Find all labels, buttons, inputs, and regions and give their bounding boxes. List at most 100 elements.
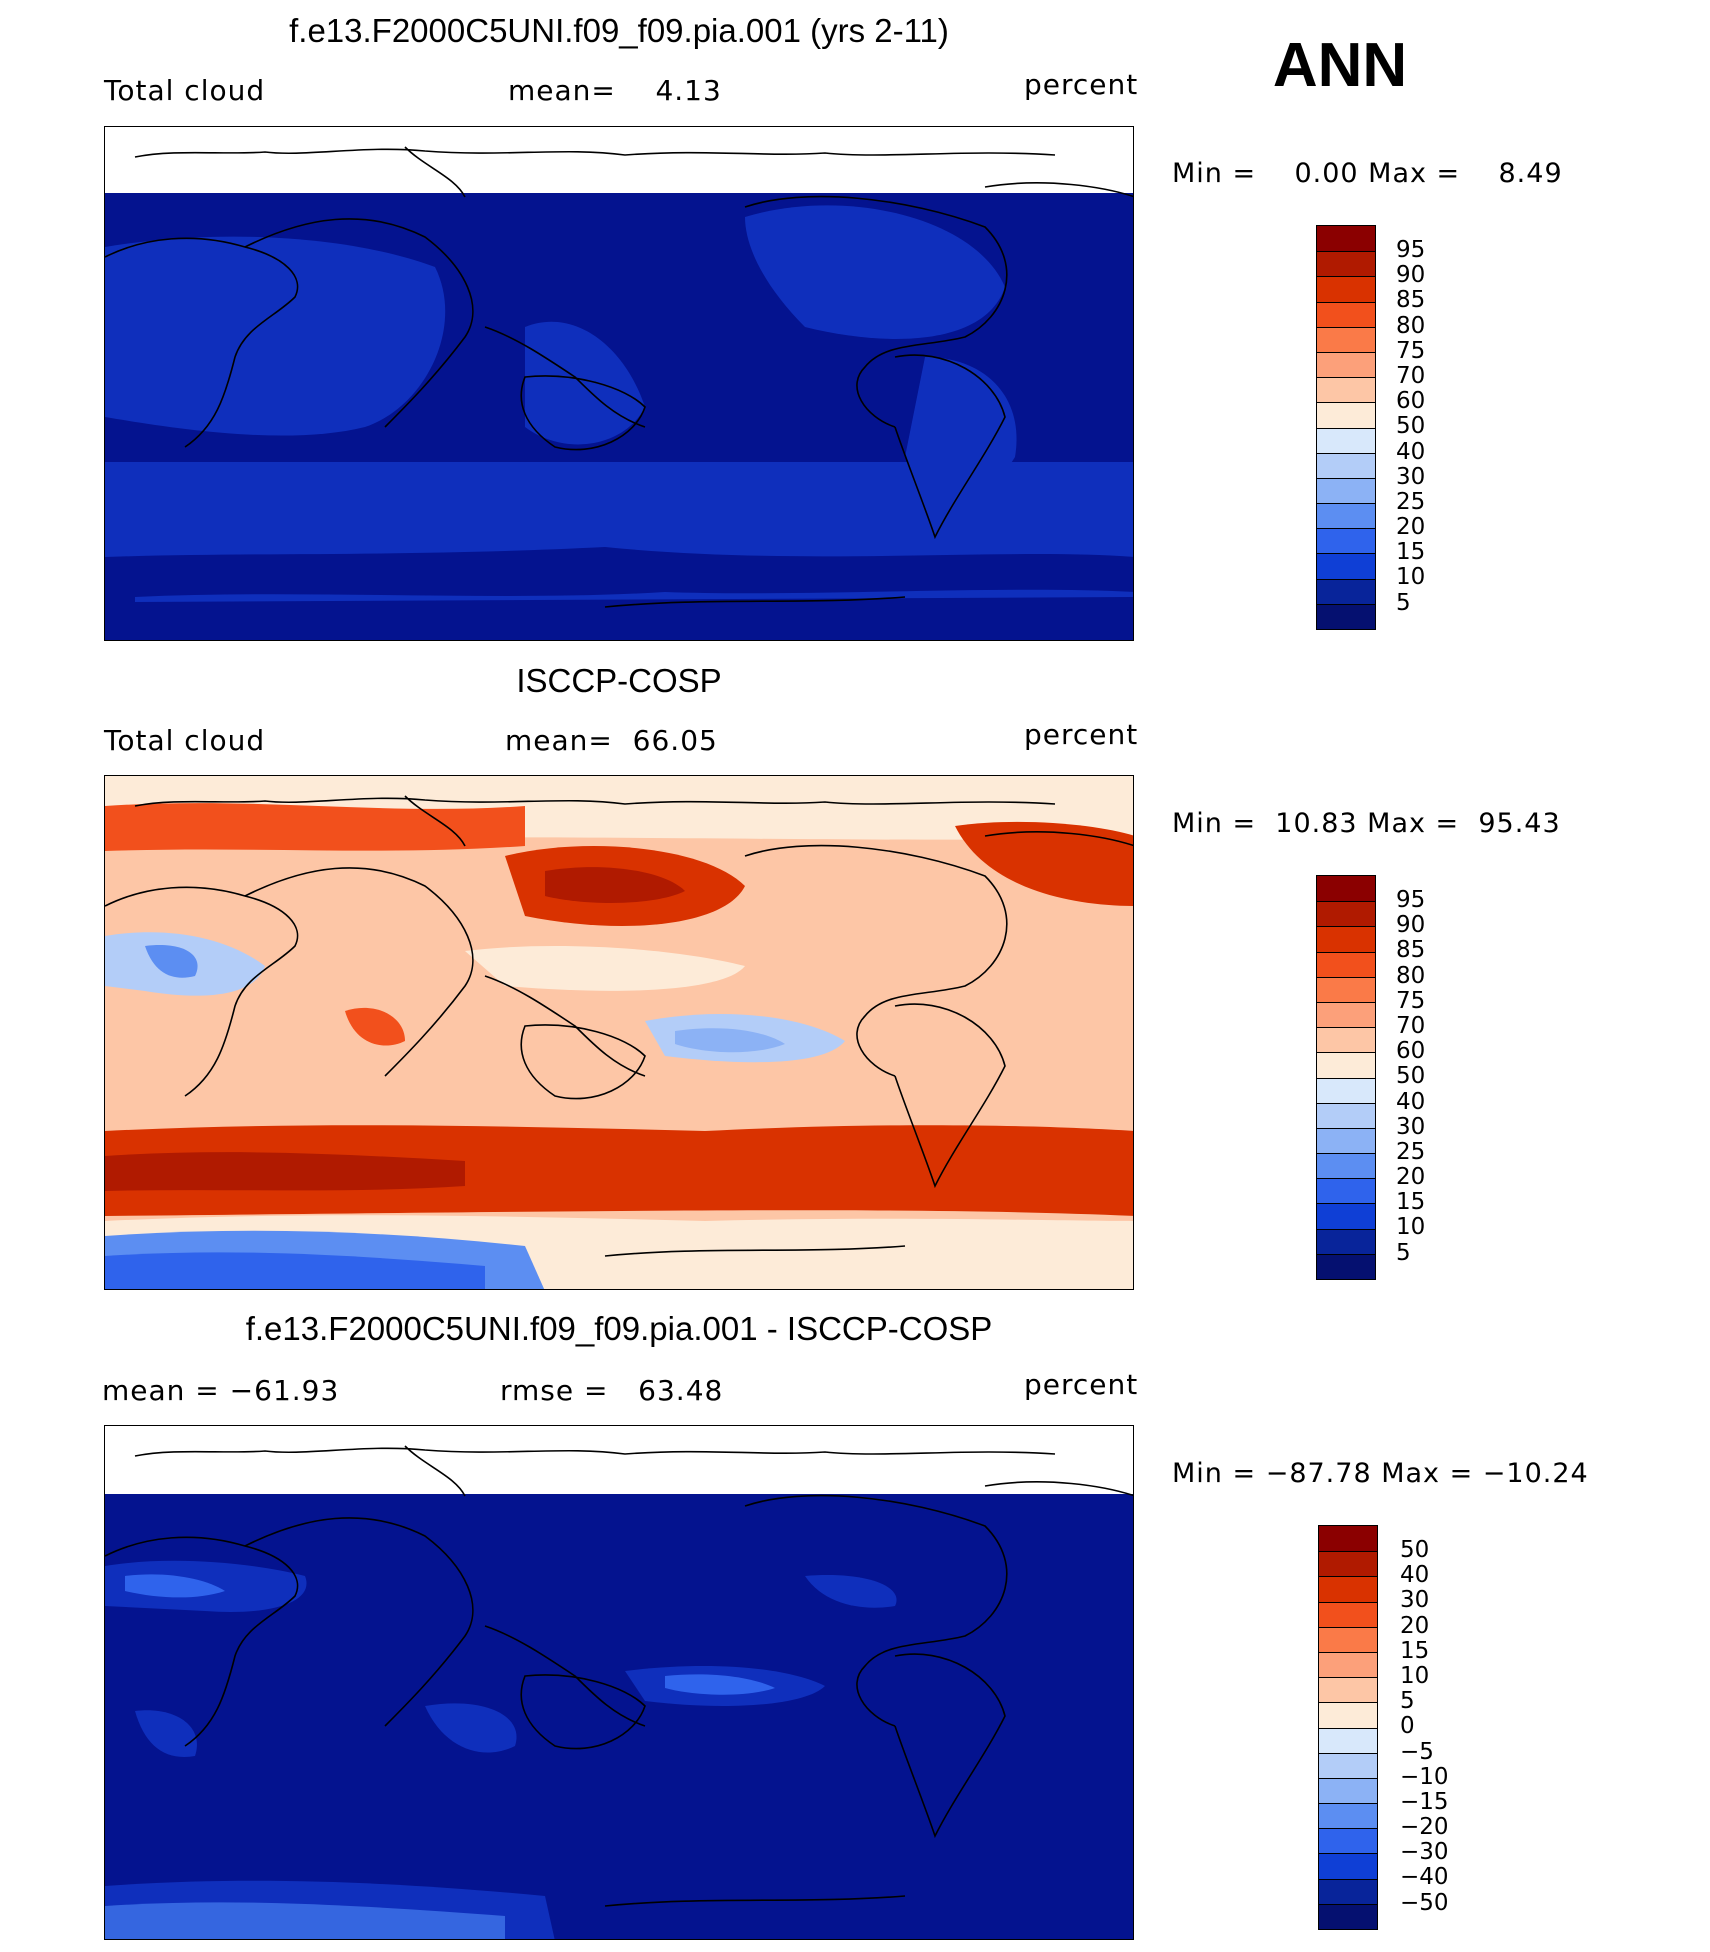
panel1-antarctic-edge bbox=[135, 589, 1133, 602]
panel3-caribbean-diff bbox=[805, 1575, 897, 1608]
panel3-safrica-diff bbox=[135, 1710, 197, 1757]
colorbar-segment bbox=[1319, 1651, 1377, 1678]
colorbar-segment bbox=[1317, 377, 1375, 403]
colorbar-tick-label: 30 bbox=[1396, 1113, 1426, 1140]
panel3-contour-field bbox=[105, 1426, 1133, 1939]
colorbar-segment bbox=[1317, 1001, 1375, 1028]
colorbar-tick-label: 15 bbox=[1400, 1637, 1430, 1664]
colorbar-tick-label: 10 bbox=[1400, 1662, 1430, 1689]
colorbar-segment bbox=[1317, 402, 1375, 428]
colorbar-segment bbox=[1317, 926, 1375, 952]
colorbar-tick-label: 80 bbox=[1396, 962, 1426, 989]
colorbar-tick-label: 40 bbox=[1396, 438, 1426, 465]
colorbar-segment bbox=[1317, 951, 1375, 977]
panel3-antarctic-core bbox=[105, 1902, 505, 1939]
panel2-colorbar-labels: 95 90 85 80 75 70 60 50 40 30 25 20 15 10 5 bbox=[1396, 887, 1426, 1266]
panel1-samerica-shade bbox=[905, 357, 1017, 495]
panel1-colorbar-labels: 95 90 85 80 75 70 60 50 40 30 25 20 15 10 5 bbox=[1396, 237, 1426, 616]
colorbar-tick-label: −30 bbox=[1400, 1839, 1449, 1866]
colorbar-segment bbox=[1317, 528, 1375, 554]
colorbar-tick-label: 50 bbox=[1396, 413, 1426, 440]
colorbar-segment bbox=[1319, 1601, 1377, 1627]
colorbar-segment bbox=[1317, 1052, 1375, 1078]
colorbar-segment bbox=[1317, 1027, 1375, 1053]
colorbar-tick-label: 10 bbox=[1396, 564, 1426, 591]
panel3-spacific-core bbox=[665, 1674, 775, 1695]
colorbar-segment bbox=[1319, 1752, 1377, 1778]
panel1-missing-polar bbox=[105, 127, 1133, 193]
panel2-antarctic-min bbox=[105, 1252, 485, 1289]
panel1-mean-label: mean= 4.13 bbox=[508, 74, 722, 107]
colorbar-tick-label: 40 bbox=[1396, 1088, 1426, 1115]
colorbar-segment bbox=[1317, 603, 1375, 629]
colorbar-segment bbox=[1319, 1702, 1377, 1728]
panel3-coastlines bbox=[105, 1445, 1133, 1907]
colorbar-tick-label: 5 bbox=[1396, 589, 1411, 616]
colorbar-segment bbox=[1319, 1828, 1377, 1854]
panel1-contour-field bbox=[105, 127, 1133, 640]
panel2-southern-max bbox=[105, 1152, 465, 1191]
panel2-mean-label: mean= 66.05 bbox=[505, 724, 718, 757]
colorbar-tick-label: 10 bbox=[1396, 1214, 1426, 1241]
colorbar-segment bbox=[1319, 1903, 1377, 1929]
panel2-coastlines bbox=[105, 795, 1133, 1257]
colorbar-tick-label: 20 bbox=[1396, 1164, 1426, 1191]
colorbar-tick-label: 25 bbox=[1396, 1138, 1426, 1165]
colorbar-tick-label: 85 bbox=[1396, 287, 1426, 314]
colorbar-tick-label: 85 bbox=[1396, 937, 1426, 964]
colorbar-tick-label: 80 bbox=[1396, 312, 1426, 339]
panel2-min-max: Min = 10.83 Max = 95.43 bbox=[1172, 808, 1561, 839]
panel2-variable-label: Total cloud bbox=[104, 724, 266, 757]
colorbar-tick-label: 75 bbox=[1396, 987, 1426, 1014]
colorbar-segment bbox=[1317, 876, 1375, 902]
panel2-indonesia-high bbox=[345, 1007, 405, 1046]
colorbar-tick-label: 30 bbox=[1400, 1587, 1430, 1614]
panel1-southern-band bbox=[105, 462, 1133, 557]
panel1-coastlines bbox=[105, 146, 1133, 608]
panel2-colorbar bbox=[1316, 875, 1376, 1280]
colorbar-segment bbox=[1317, 226, 1375, 252]
panel1-namerica-shade bbox=[745, 205, 1005, 339]
colorbar-segment bbox=[1319, 1551, 1377, 1577]
colorbar-segment bbox=[1317, 452, 1375, 478]
colorbar-tick-label: 40 bbox=[1400, 1562, 1430, 1589]
colorbar-tick-label: −40 bbox=[1400, 1864, 1449, 1891]
colorbar-tick-label: 95 bbox=[1396, 887, 1426, 913]
colorbar-tick-label: 75 bbox=[1396, 337, 1426, 364]
panel2-sahara-min bbox=[145, 945, 198, 978]
panel3-australia-diff bbox=[425, 1703, 517, 1753]
panel2-spacific-min bbox=[675, 1028, 785, 1053]
colorbar-segment bbox=[1319, 1853, 1377, 1879]
panel2-units: percent bbox=[1024, 718, 1139, 751]
colorbar-tick-label: 0 bbox=[1400, 1713, 1415, 1740]
colorbar-tick-label: 50 bbox=[1400, 1537, 1430, 1563]
panel2-eurasia-band bbox=[105, 803, 525, 851]
panel2-natlantic-core bbox=[955, 821, 1133, 906]
panel3-map bbox=[104, 1425, 1134, 1940]
colorbar-segment bbox=[1317, 276, 1375, 302]
colorbar-segment bbox=[1317, 901, 1375, 927]
colorbar-tick-label: 60 bbox=[1396, 1038, 1426, 1065]
panel2-npacific-max bbox=[545, 867, 685, 903]
colorbar-segment bbox=[1317, 1077, 1375, 1103]
colorbar-segment bbox=[1317, 976, 1375, 1002]
colorbar-tick-label: 70 bbox=[1396, 1012, 1426, 1039]
colorbar-segment bbox=[1317, 1253, 1375, 1279]
colorbar-tick-label: 25 bbox=[1396, 488, 1426, 515]
season-label: ANN bbox=[1272, 31, 1408, 100]
colorbar-segment bbox=[1319, 1526, 1377, 1552]
colorbar-segment bbox=[1317, 351, 1375, 378]
panel3-rmse-label: rmse = 63.48 bbox=[500, 1374, 724, 1407]
colorbar-tick-label: −50 bbox=[1400, 1889, 1449, 1916]
panel3-sahara-core bbox=[125, 1574, 225, 1598]
colorbar-tick-label: 50 bbox=[1396, 1063, 1426, 1090]
panel2-title: ISCCP-COSP bbox=[516, 662, 722, 699]
panel1-colorbar bbox=[1316, 225, 1376, 630]
colorbar-tick-label: 5 bbox=[1396, 1239, 1411, 1266]
panel1-continent-shade bbox=[105, 236, 446, 436]
panel2-subtropic-light bbox=[465, 946, 745, 991]
colorbar-segment bbox=[1317, 427, 1375, 453]
colorbar-segment bbox=[1317, 553, 1375, 579]
colorbar-segment bbox=[1317, 1178, 1375, 1204]
panel1-units: percent bbox=[1024, 68, 1139, 101]
